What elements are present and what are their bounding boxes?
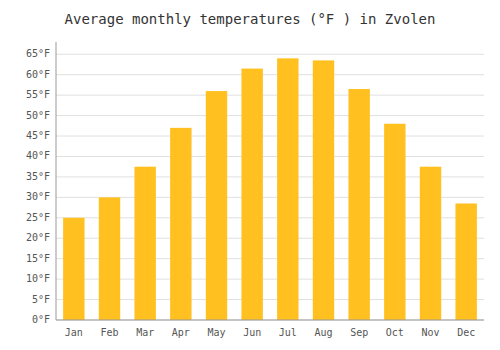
x-tick-label: Sep [350, 327, 368, 338]
y-axis: 0°F 5°F 10°F 15°F 20°F 25°F 30°F 35°F 40°F 45°F 50… [26, 42, 56, 325]
x-tick-label: Jan [65, 327, 83, 338]
x-tick-label: Nov [421, 327, 439, 338]
y-tick-label: 10°F [26, 273, 50, 284]
y-tick-label: 35°F [26, 171, 50, 182]
y-tick-label: 40°F [26, 150, 50, 161]
grid-line [56, 115, 484, 116]
x-tick-label: May [207, 327, 225, 338]
bar [99, 197, 120, 320]
chart-title: Average monthly temperatures (°F ) in Zv… [65, 11, 436, 27]
y-tick-label: 0°F [32, 314, 50, 325]
y-tick-label: 25°F [26, 212, 50, 223]
y-tick-label: 50°F [26, 110, 50, 121]
x-tick-label: Oct [386, 327, 404, 338]
x-axis: Jan Feb Mar Apr May Jun Jul Aug Sep Oct Nov Dec [56, 320, 484, 338]
bar [63, 218, 84, 320]
x-tick-label: Mar [136, 327, 154, 338]
y-tick-label: 65°F [26, 48, 50, 59]
y-tick-label: 60°F [26, 69, 50, 80]
bar [348, 89, 369, 320]
x-tick-label: Jun [243, 327, 261, 338]
y-grid [56, 54, 484, 320]
grid-line [56, 320, 484, 321]
y-tick-label: 20°F [26, 232, 50, 243]
y-tick-label: 45°F [26, 130, 50, 141]
bar [206, 91, 227, 320]
bar [241, 69, 262, 320]
grid-line [56, 136, 484, 137]
x-tick-label: Apr [172, 327, 190, 338]
bar [313, 60, 334, 320]
bar [277, 58, 298, 320]
grid-line [56, 156, 484, 157]
grid-line [56, 54, 484, 55]
bar [384, 124, 405, 320]
y-tick-label: 55°F [26, 89, 50, 100]
x-tick-label: Jul [279, 327, 297, 338]
grid-line [56, 74, 484, 75]
chart: Average monthly temperatures (°F ) in Zv… [0, 0, 500, 350]
bar [170, 128, 191, 320]
x-tick-label: Aug [314, 327, 332, 338]
y-tick-label: 5°F [32, 294, 50, 305]
grid-line [56, 95, 484, 96]
y-axis-line [56, 42, 57, 320]
x-axis-line [56, 320, 484, 321]
bar [420, 167, 441, 320]
x-tick-label: Dec [457, 327, 475, 338]
x-tick-label: Feb [100, 327, 118, 338]
bars [63, 58, 477, 320]
y-tick-label: 30°F [26, 191, 50, 202]
bar [134, 167, 155, 320]
bar [455, 203, 476, 320]
y-tick-label: 15°F [26, 253, 50, 264]
